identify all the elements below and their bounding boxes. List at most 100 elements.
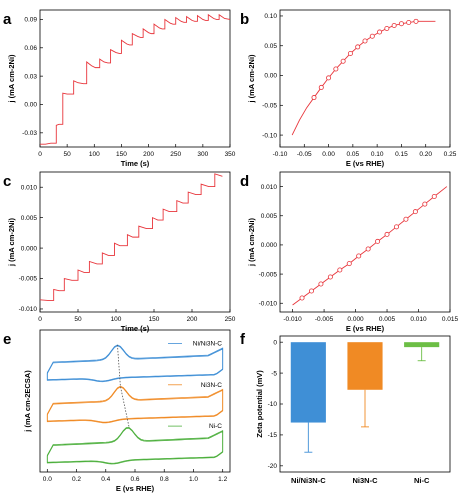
y-tick-label: 0.05: [264, 43, 277, 50]
panel-c: c 0 50 100 150 200 250 -0.010 -0.005 0.000 0.005 0.…: [3, 171, 236, 333]
x-tick-label: 0.25: [444, 151, 457, 158]
data-point: [393, 224, 399, 230]
data-point: [384, 25, 390, 31]
data-point: [384, 231, 390, 237]
data-point: [422, 201, 428, 207]
panel-label-f: f: [240, 331, 246, 348]
x-tick-label: 0.05: [347, 151, 360, 158]
data-point: [337, 267, 343, 273]
legend-label: Ni3N-C: [201, 382, 223, 389]
cv-curve: [46, 427, 224, 464]
x-tick-label: 0: [38, 316, 42, 323]
y-tick-label: 0.00: [264, 73, 277, 80]
x-tick-label: 1.2: [218, 476, 227, 483]
cv-curve: [46, 385, 224, 424]
data-point: [431, 193, 437, 199]
legend-label: Ni-C: [209, 423, 222, 430]
y-tick-label: 0.09: [24, 17, 37, 24]
x-tick-label: 0.010: [410, 316, 427, 323]
x-tick-label: 0.8: [160, 476, 169, 483]
x-axis-label: Time (s): [121, 159, 150, 168]
y-tick-label: 0: [273, 339, 277, 346]
x-tick-label: 0.20: [419, 151, 432, 158]
x-axis-label: Time (s): [121, 324, 150, 333]
data-point: [355, 44, 361, 50]
peak-shift-line: [117, 344, 130, 428]
panel-label-b: b: [240, 11, 249, 28]
data-point: [318, 281, 324, 287]
panel-f: f 0 -5 -10 -15 -20 Zeta potential (mV) Ni/Ni3N-…: [240, 331, 451, 485]
data-point: [369, 33, 375, 39]
data-point: [347, 50, 353, 56]
category-label: Ni3N-C: [352, 476, 378, 485]
x-tick-label: 150: [149, 316, 160, 323]
series-line-b: [291, 20, 436, 136]
panel-label-e: e: [3, 331, 11, 348]
x-axis-label: E (vs RHE): [116, 484, 155, 493]
data-point: [346, 261, 352, 267]
plot-frame-c: [39, 171, 231, 313]
y-tick-label: -0.010: [19, 306, 38, 313]
data-point: [391, 22, 397, 28]
x-tick-label: 0: [38, 151, 42, 158]
y-tick-label: 0.06: [24, 45, 37, 52]
x-tick-label: 0.0: [43, 476, 52, 483]
cv-curve: [46, 344, 224, 383]
y-tick-label: 0.005: [21, 215, 38, 222]
x-tick-label: 200: [187, 316, 198, 323]
y-axis-label: j (mA cm-2Ni): [247, 54, 256, 104]
x-tick-label: 0.00: [322, 151, 335, 158]
data-point: [308, 288, 314, 294]
x-tick-label: 0.15: [395, 151, 408, 158]
x-tick-label: 0.10: [371, 151, 384, 158]
y-tick-label: -0.05: [262, 103, 277, 110]
x-tick-label: 0.4: [101, 476, 110, 483]
x-tick-label: 0.6: [130, 476, 139, 483]
y-tick-label: 0.03: [24, 73, 37, 80]
data-point: [318, 84, 324, 90]
y-tick-label: -0.010: [259, 300, 278, 307]
x-axis-label: E (vs RHE): [346, 159, 385, 168]
y-tick-label: 0.00: [24, 102, 37, 109]
data-point: [375, 238, 381, 244]
y-tick-label: 0.000: [21, 245, 38, 252]
series-line-c: [40, 173, 223, 301]
x-tick-label: 0.2: [72, 476, 81, 483]
x-axis-label: E (vs RHE): [346, 324, 385, 333]
panel-label-a: a: [3, 11, 12, 28]
data-point: [326, 75, 332, 81]
category-label: Ni/Ni3N-C: [291, 476, 326, 485]
x-tick-label: -0.05: [297, 151, 312, 158]
y-tick-label: -0.005: [259, 271, 278, 278]
data-point: [311, 95, 317, 101]
x-tick-label: 350: [225, 151, 236, 158]
cv-curve: [46, 345, 224, 382]
x-tick-label: 50: [64, 151, 72, 158]
data-point: [327, 274, 333, 280]
y-tick-label: -0.03: [22, 130, 37, 137]
data-point: [377, 29, 383, 35]
data-point: [365, 246, 371, 252]
plot-frame-d: [279, 171, 451, 313]
data-point: [333, 66, 339, 72]
x-tick-label: 0.005: [379, 316, 396, 323]
y-axis-label: j (mA cm-2ECSA): [23, 370, 32, 433]
y-tick-label: 0.010: [21, 184, 38, 191]
x-tick-label: 250: [225, 316, 236, 323]
y-axis-label: j (mA cm-2Ni): [7, 217, 16, 267]
y-tick-label: -0.10: [262, 132, 277, 139]
data-point: [403, 216, 409, 222]
panel-label-d: d: [240, 173, 249, 190]
x-tick-label: -0.010: [283, 316, 302, 323]
y-axis-label: j (mA cm-2Ni): [247, 217, 256, 267]
data-point: [356, 253, 362, 259]
x-tick-label: 1.0: [189, 476, 198, 483]
panel-label-c: c: [3, 173, 11, 190]
x-tick-label: 0.015: [442, 316, 459, 323]
y-tick-label: -10: [268, 401, 278, 408]
y-tick-label: 0.010: [261, 184, 278, 191]
y-tick-label: -20: [268, 463, 278, 470]
data-point: [362, 38, 368, 44]
x-tick-label: 300: [197, 151, 208, 158]
